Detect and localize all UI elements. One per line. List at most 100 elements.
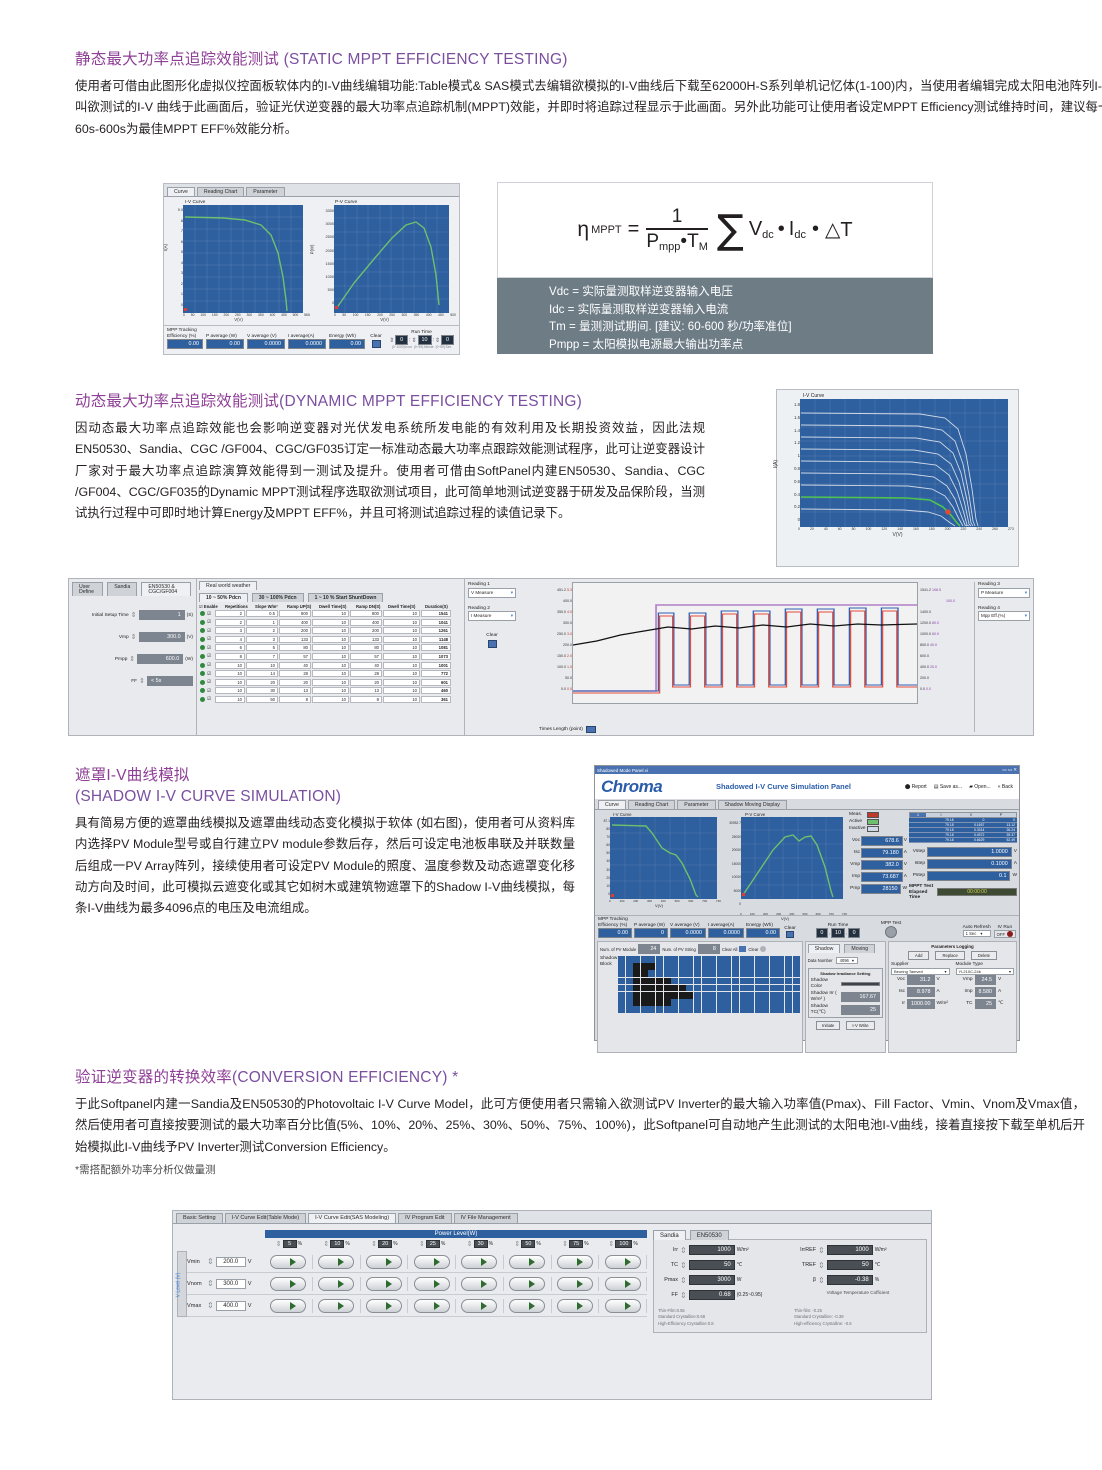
- back-button[interactable]: « Back: [997, 783, 1013, 790]
- array-cell[interactable]: [716, 963, 724, 970]
- array-cell[interactable]: [648, 970, 656, 977]
- array-cell[interactable]: [618, 984, 625, 992]
- table-cell[interactable]: 10: [383, 644, 420, 652]
- array-cell[interactable]: [739, 984, 747, 992]
- array-cell[interactable]: [701, 970, 709, 977]
- row-enable-checkbox[interactable]: ☑: [207, 619, 212, 625]
- shadow-field-value[interactable]: 25: [840, 1004, 880, 1015]
- table-row[interactable]: 79.18 0.1657 13.12: [909, 823, 1017, 828]
- download-button[interactable]: [361, 1254, 409, 1269]
- array-cell[interactable]: [709, 970, 717, 977]
- spinner-icon[interactable]: ⇕: [207, 1279, 214, 1288]
- download-button[interactable]: [599, 1254, 647, 1269]
- table-cell[interactable]: 10: [383, 635, 420, 643]
- array-cell[interactable]: [785, 970, 793, 977]
- iv-write-button[interactable]: I-V Write: [846, 1021, 875, 1031]
- clear-icon[interactable]: [786, 931, 794, 939]
- array-cell[interactable]: [693, 999, 701, 1006]
- window-controls[interactable]: ▭ ▭ ✕: [1002, 767, 1017, 772]
- model-field-value[interactable]: 0.68: [688, 1290, 735, 1300]
- table-cell[interactable]: 10: [383, 661, 420, 669]
- array-cell[interactable]: [625, 984, 633, 992]
- array-cell[interactable]: [792, 956, 800, 963]
- array-cell[interactable]: [731, 999, 739, 1006]
- array-cell[interactable]: [762, 963, 770, 970]
- array-cell[interactable]: [731, 956, 739, 963]
- table-row[interactable]: ☑ 4 3 133 10 133 10 1148: [199, 635, 462, 644]
- module-param-value[interactable]: 25: [974, 998, 996, 1009]
- power-level-value[interactable]: 25: [425, 1240, 440, 1248]
- sh-run-minute[interactable]: 10: [831, 928, 845, 939]
- table-cell[interactable]: 80: [350, 644, 382, 652]
- table-row[interactable]: 79.18 0.3314 26.24: [909, 828, 1017, 833]
- reading-select-3[interactable]: Mpp Eff.(%) ▾: [978, 611, 1030, 622]
- array-cell[interactable]: [754, 1006, 762, 1013]
- reading-select-0[interactable]: V Measure ▾: [468, 587, 516, 598]
- spinner-icon[interactable]: ⇕: [275, 1241, 282, 1248]
- download-button[interactable]: [361, 1276, 409, 1291]
- download-button[interactable]: [504, 1276, 552, 1291]
- table-cell[interactable]: 200: [279, 627, 311, 635]
- array-cell[interactable]: [671, 977, 679, 985]
- power-level-value[interactable]: 50: [521, 1240, 536, 1248]
- array-cell[interactable]: [671, 970, 679, 977]
- data-number-select[interactable]: 4096 ▾: [835, 957, 858, 965]
- spinner-icon[interactable]: ⇕: [514, 1241, 521, 1248]
- spinner-icon[interactable]: ⇕: [608, 1241, 615, 1248]
- download-button[interactable]: [265, 1298, 313, 1313]
- clear-all-icon[interactable]: [739, 946, 747, 953]
- reading-select-2[interactable]: P Measure ▾: [978, 587, 1030, 598]
- array-cell[interactable]: [693, 1006, 701, 1013]
- tab-level-10-50[interactable]: 10 ~ 50% Pdcn: [199, 593, 248, 603]
- table-row[interactable]: ☑ 10 10 40 10 40 10 1001: [199, 661, 462, 670]
- array-cell[interactable]: [625, 999, 633, 1006]
- table-cell[interactable]: 10: [215, 661, 245, 669]
- shadow-field-value[interactable]: [840, 981, 880, 986]
- array-cell[interactable]: [633, 970, 641, 977]
- table-cell[interactable]: 10: [383, 618, 420, 626]
- sas-tab-program-edit[interactable]: IV Program Edit: [398, 1213, 452, 1223]
- array-cell[interactable]: [648, 991, 656, 999]
- shadow-tab-moving-display[interactable]: Shadow Moving Display: [717, 799, 787, 809]
- array-cell[interactable]: [739, 963, 747, 970]
- table-row[interactable]: ☑ 2 1 400 10 400 10 1041: [199, 618, 462, 627]
- tab-user-define[interactable]: User Define: [72, 582, 104, 597]
- spinner-icon[interactable]: ⇕: [680, 1275, 687, 1285]
- pv-array-grid[interactable]: [618, 956, 800, 1013]
- array-cell[interactable]: [625, 970, 633, 977]
- power-level-value[interactable]: 5: [282, 1240, 297, 1248]
- array-cell[interactable]: [618, 991, 625, 999]
- download-button[interactable]: [313, 1254, 361, 1269]
- step-value[interactable]: 0.1: [927, 871, 1011, 881]
- table-cell[interactable]: 400: [350, 618, 382, 626]
- array-cell[interactable]: [693, 991, 701, 999]
- mpp-test-button[interactable]: [885, 926, 897, 939]
- module-param-value[interactable]: 8.978: [907, 986, 935, 997]
- array-cell[interactable]: [769, 991, 777, 999]
- array-cell[interactable]: [663, 984, 671, 992]
- run-second[interactable]: 0: [440, 335, 454, 346]
- table-cell[interactable]: 5: [246, 644, 278, 652]
- array-cell[interactable]: [724, 1006, 732, 1013]
- array-cell[interactable]: [747, 999, 755, 1006]
- download-button[interactable]: [313, 1276, 361, 1291]
- table-cell[interactable]: 1541: [421, 610, 451, 617]
- supplier-select[interactable]: Beoring Tamverl ▾: [891, 967, 950, 975]
- table-cell[interactable]: 28: [279, 670, 311, 678]
- array-cell[interactable]: [709, 1006, 717, 1013]
- array-cell[interactable]: [655, 1006, 663, 1013]
- step-value[interactable]: 1.0000: [927, 847, 1012, 857]
- table-row[interactable]: ☑ 10 20 20 10 20 10 601: [199, 678, 462, 687]
- array-cell[interactable]: [678, 970, 686, 977]
- table-row[interactable]: 79.18 0 0: [909, 818, 1017, 823]
- array-cell[interactable]: [754, 984, 762, 992]
- power-level-value[interactable]: 10: [330, 1240, 345, 1248]
- array-cell[interactable]: [671, 991, 679, 999]
- row-enable-checkbox[interactable]: ☑: [207, 662, 212, 668]
- model-field-value[interactable]: 3000: [688, 1275, 735, 1285]
- tab-curve[interactable]: Curve: [167, 186, 195, 196]
- array-cell[interactable]: [625, 991, 633, 999]
- array-cell[interactable]: [709, 984, 717, 992]
- download-button[interactable]: [265, 1254, 313, 1269]
- table-cell[interactable]: 4: [215, 635, 245, 643]
